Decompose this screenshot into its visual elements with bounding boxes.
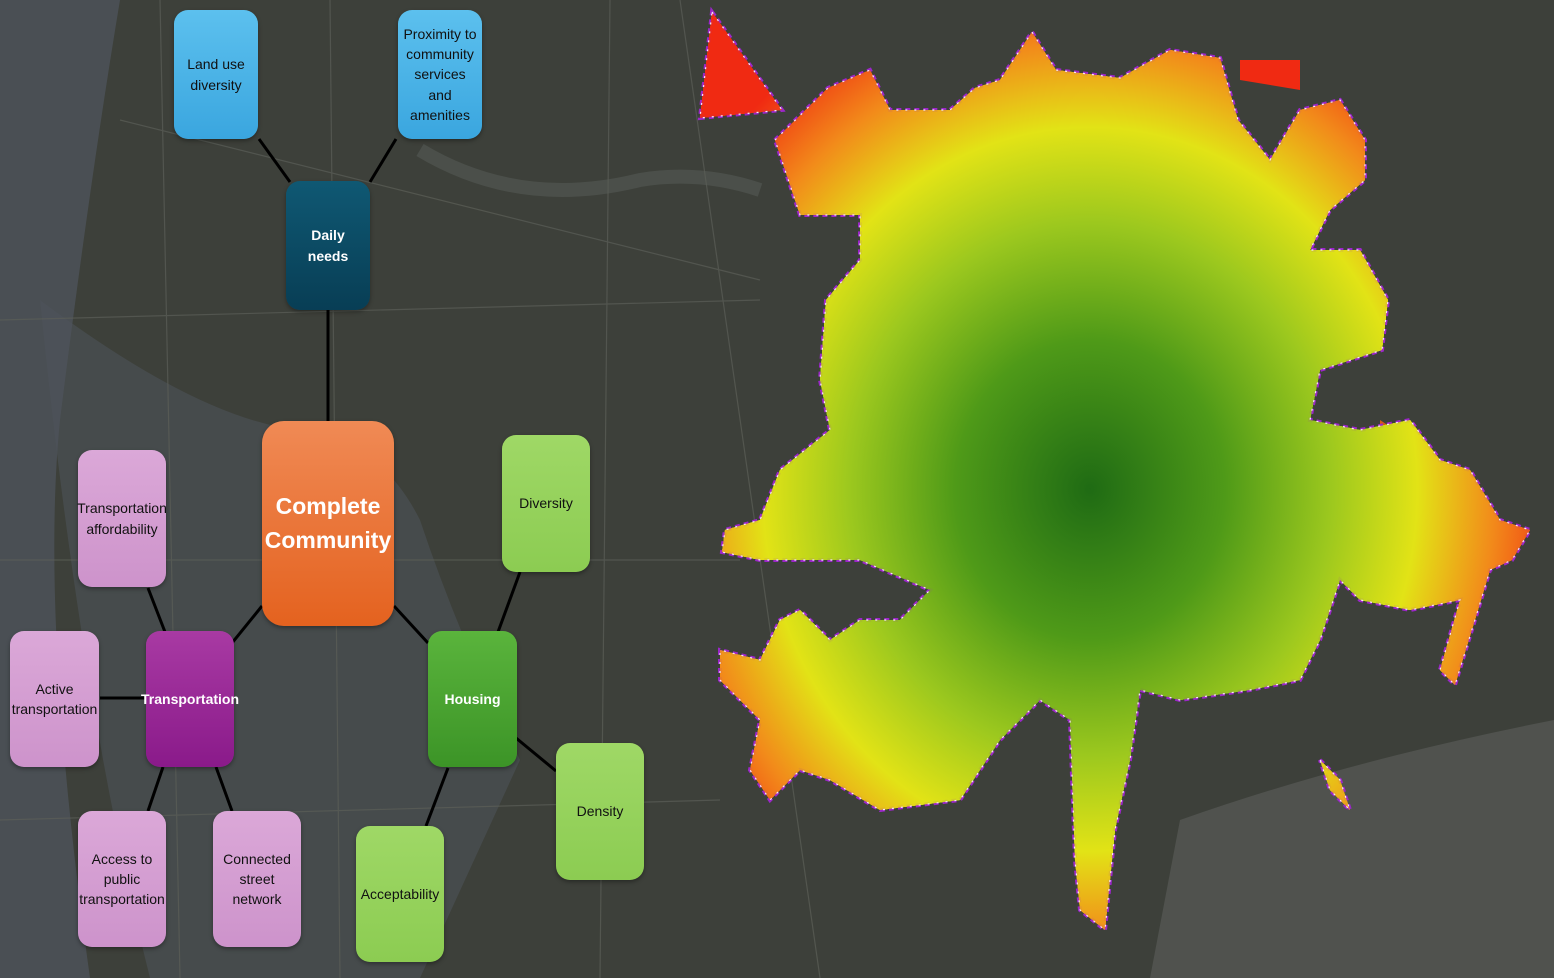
node-transportation: Transportation bbox=[141, 631, 239, 767]
suitability-map bbox=[698, 10, 1532, 932]
node-land-use-diversity: Land use diversity bbox=[174, 10, 258, 139]
node-active-transportation: Active transportation bbox=[10, 631, 99, 767]
node-transportation-affordability: Transportation affordability bbox=[77, 450, 167, 587]
node-connected-street-network: Connected street network bbox=[213, 811, 301, 947]
node-acceptability: Acceptability bbox=[356, 826, 444, 962]
connector-lines bbox=[100, 138, 557, 827]
node-access-public-transportation: Access to public transportation bbox=[78, 811, 166, 947]
node-diversity: Diversity bbox=[502, 435, 590, 572]
node-proximity-to-services: Proximity to community services and amen… bbox=[398, 10, 482, 139]
node-density: Density bbox=[556, 743, 644, 880]
node-complete-community: Complete Community bbox=[262, 421, 394, 626]
node-housing: Housing bbox=[428, 631, 517, 767]
node-daily-needs: Daily needs bbox=[286, 181, 370, 310]
